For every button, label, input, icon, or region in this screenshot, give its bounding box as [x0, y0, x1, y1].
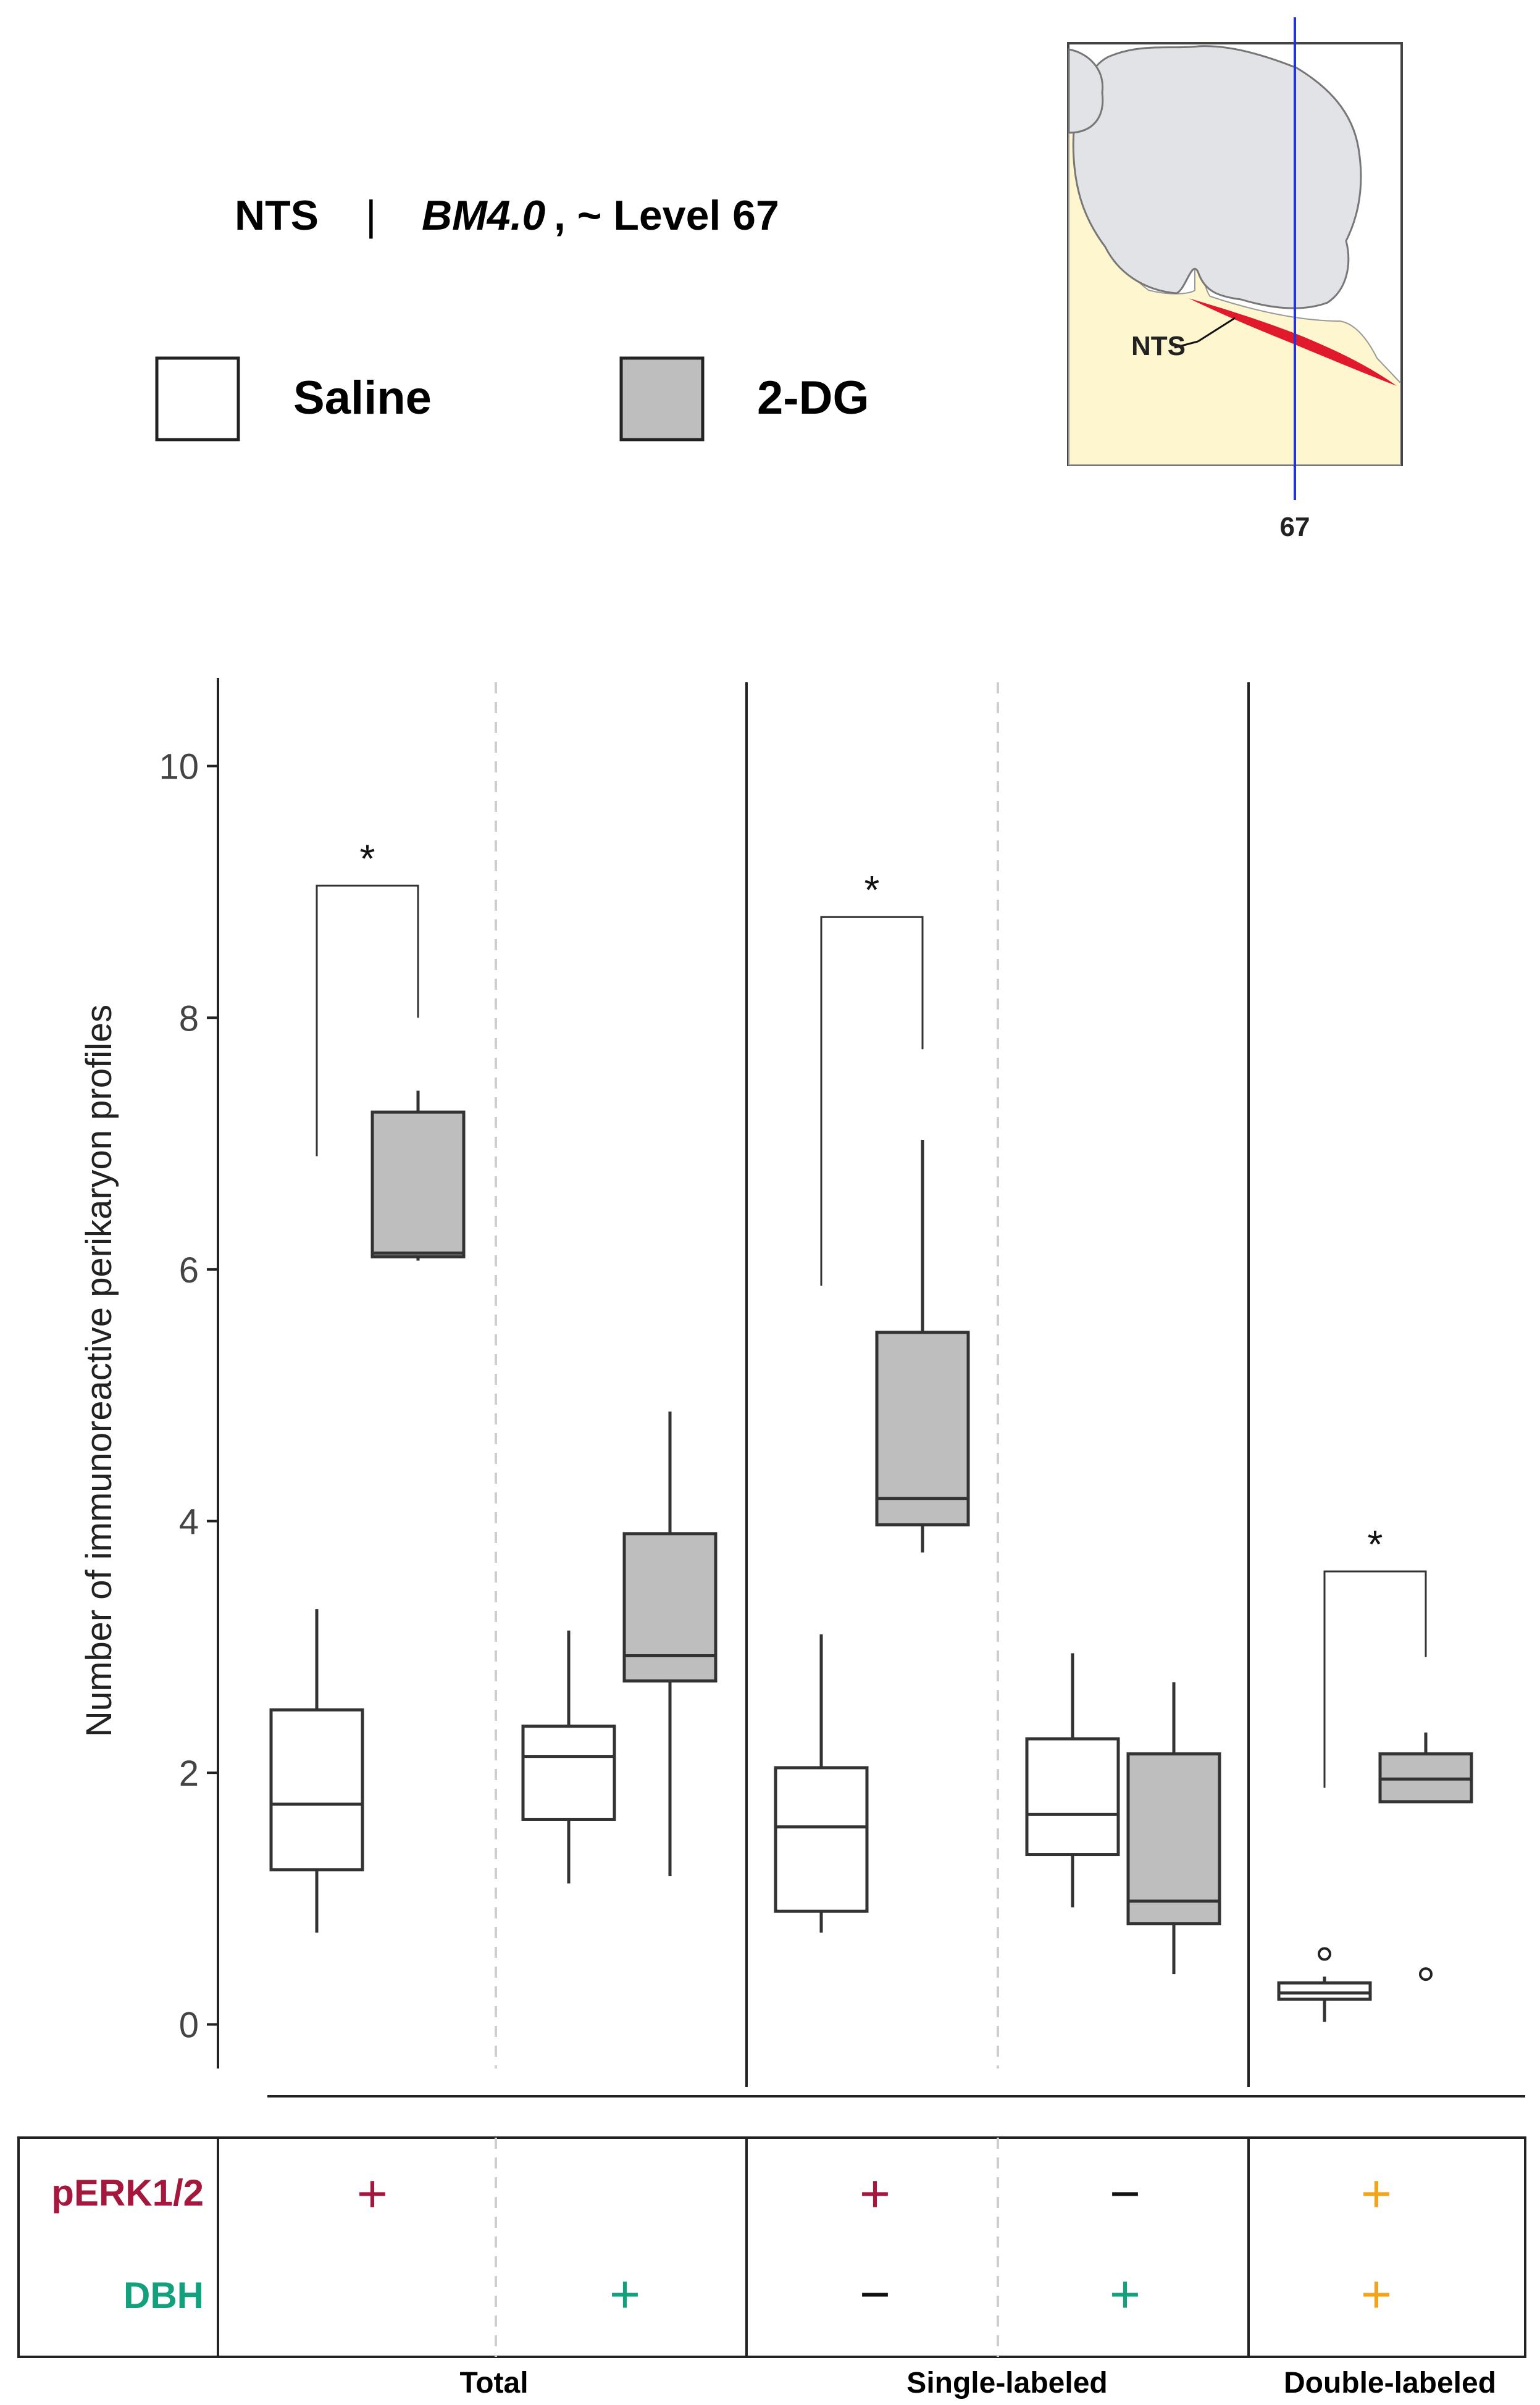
- legend-label-2dg: 2-DG: [757, 372, 869, 424]
- y-axis-label: Number of immunoreactive perikaryon prof…: [79, 1005, 119, 1737]
- significance-bracket: [316, 884, 419, 1156]
- box-group: [269, 1090, 466, 1933]
- inset-nts-region: [1189, 298, 1397, 386]
- outlier-2dg: [1419, 1967, 1433, 1981]
- section-title-single: Single-labeled: [906, 2367, 1107, 2399]
- box-2dg: [622, 1532, 718, 1683]
- inset-left-lobule: [1068, 48, 1104, 134]
- row-label-perk: pERK1/2: [51, 2172, 204, 2214]
- section-titles: Total Single-labeled Double-labeled: [459, 2367, 1496, 2399]
- legend-label-saline: Saline: [293, 372, 432, 424]
- header-atlas: BM4.0: [422, 192, 545, 239]
- significance-bracket: [1323, 1570, 1427, 1788]
- header-separator: |: [366, 192, 377, 239]
- marker-cell-dbh: +: [1110, 2265, 1140, 2324]
- significance-bracket: [820, 916, 924, 1286]
- legend-swatch-saline: [155, 356, 240, 441]
- inset-nts-label: NTS: [1131, 331, 1186, 361]
- inset-nts-leader: [1174, 340, 1199, 349]
- box-saline: [774, 1766, 869, 1913]
- y-axis: 0 2 4 6 8 10 Number of immunoreactive perikar…: [79, 678, 219, 2068]
- row-label-dbh: DBH: [123, 2275, 204, 2316]
- legend: Saline 2-DG: [155, 356, 869, 441]
- box-saline: [1277, 1981, 1372, 2001]
- marker-cell-perk: +: [1361, 2164, 1392, 2223]
- marker-cell-dbh: +: [609, 2265, 640, 2324]
- y-ticks: 0 2 4 6 8 10: [159, 747, 218, 2046]
- y-tick-label: 4: [179, 1502, 199, 1542]
- box-saline: [1025, 1737, 1120, 1857]
- marker-table: pERK1/2 DBH + + − + + − + +: [17, 2136, 1526, 2358]
- marker-cell-dbh: −: [860, 2265, 890, 2324]
- inset-nts-leader-2: [1197, 317, 1236, 343]
- marker-table-frame: [17, 2136, 1526, 2358]
- marker-cell-perk: −: [1110, 2164, 1140, 2223]
- y-tick-label: 8: [179, 998, 199, 1039]
- section-title-double: Double-labeled: [1284, 2367, 1496, 2399]
- header-region: NTS: [235, 192, 319, 239]
- section-dividers: [267, 682, 1525, 2098]
- box-2dg: [875, 1331, 970, 1527]
- box-group: [521, 1412, 718, 1884]
- box-group: [1277, 1732, 1473, 2022]
- marker-cells: + + − + + − + +: [357, 2164, 1392, 2324]
- outlier-saline: [1318, 1947, 1331, 1961]
- marker-cell-perk: +: [860, 2164, 890, 2223]
- inset-level-label: 67: [1280, 512, 1310, 542]
- significance-brackets: * * *: [316, 836, 1427, 1788]
- header-level: , ~ Level 67: [554, 192, 779, 239]
- box-saline: [269, 1708, 364, 1872]
- significance-star: *: [360, 836, 375, 880]
- significance-star: *: [864, 868, 880, 912]
- significance-star: *: [1368, 1522, 1383, 1566]
- marker-cell-dbh: +: [1361, 2265, 1392, 2324]
- y-tick-label: 10: [159, 747, 199, 787]
- box-saline: [521, 1725, 616, 1821]
- y-tick-label: 6: [179, 1250, 199, 1290]
- figure-header: NTS | BM4.0 , ~ Level 67: [235, 192, 779, 239]
- legend-swatch-2dg: [619, 356, 705, 441]
- boxplots: [269, 1090, 1473, 2022]
- box-group: [774, 1139, 970, 1933]
- box-group: [1025, 1653, 1221, 1975]
- atlas-inset: NTS 67: [1067, 17, 1403, 542]
- box-2dg: [1126, 1752, 1221, 1926]
- y-tick-label: 2: [179, 1754, 199, 1794]
- box-2dg: [370, 1110, 466, 1258]
- y-tick-label: 0: [179, 2006, 199, 2046]
- marker-cell-perk: +: [357, 2164, 388, 2223]
- section-title-total: Total: [459, 2367, 528, 2399]
- inset-cerebellum: [1072, 45, 1362, 309]
